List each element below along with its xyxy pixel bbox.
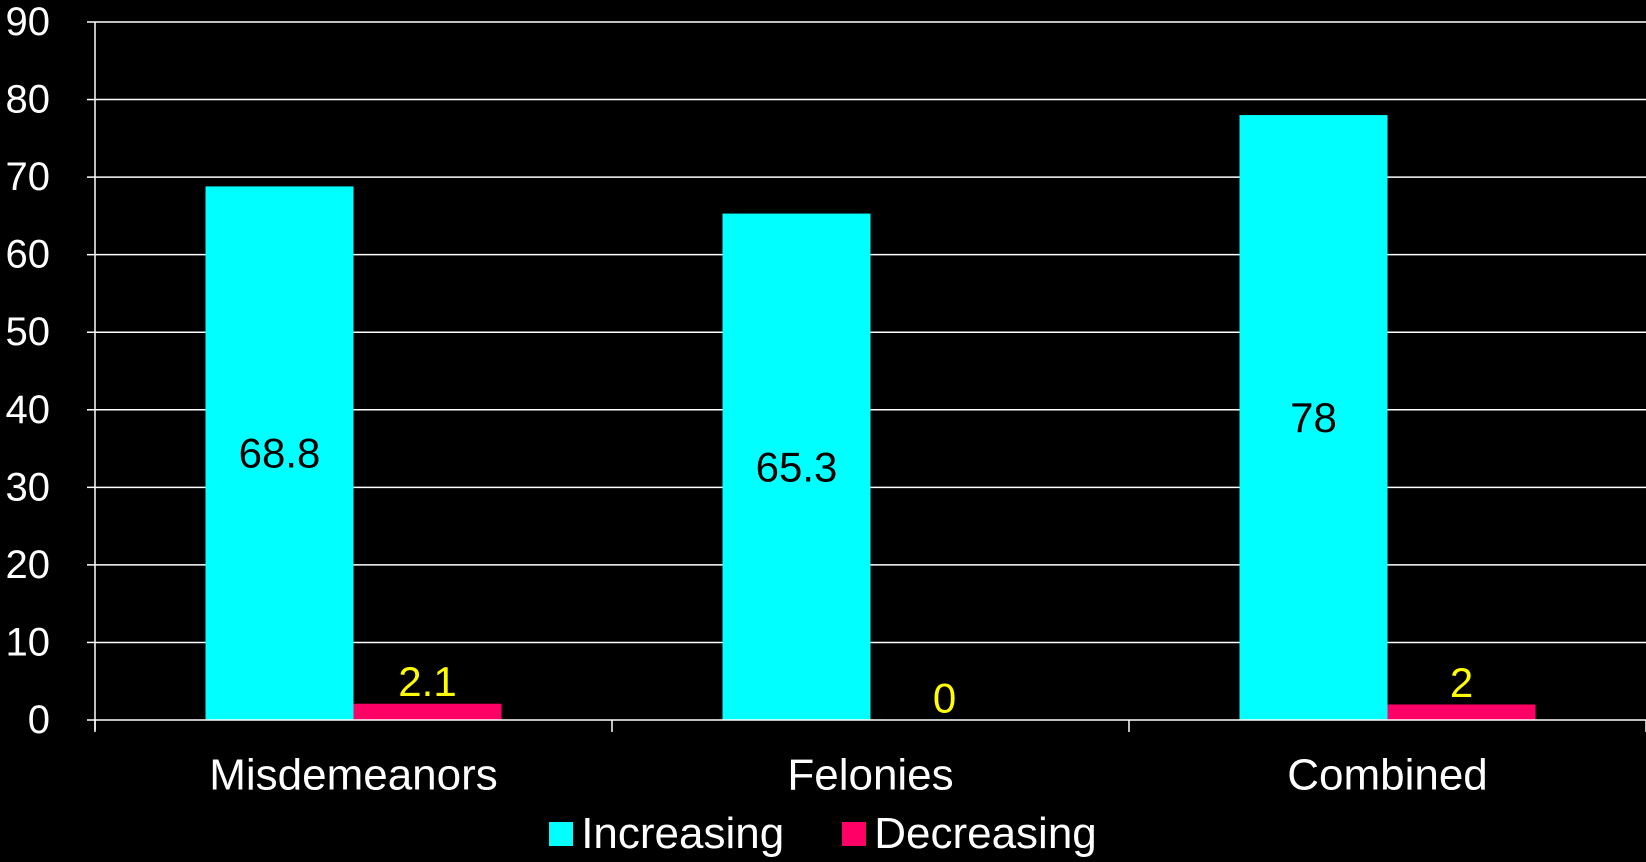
- y-tick-label: 80: [6, 78, 51, 122]
- legend-swatch-decreasing: [842, 822, 867, 846]
- x-tick-label: Combined: [1287, 751, 1488, 800]
- y-tick-label: 0: [28, 698, 50, 742]
- y-tick-label: 40: [6, 388, 51, 432]
- y-tick-label: 90: [6, 0, 51, 44]
- y-tick-label: 60: [6, 233, 51, 277]
- y-tick-label: 30: [6, 465, 51, 509]
- x-tick-label: Misdemeanors: [209, 751, 498, 800]
- y-tick-label: 20: [6, 543, 51, 587]
- legend-label-decreasing: Decreasing: [874, 809, 1097, 858]
- data-label: 2: [1450, 659, 1473, 706]
- data-label: 65.3: [756, 443, 838, 490]
- bar-decreasing-combined: [1387, 704, 1536, 720]
- data-label: 78: [1290, 394, 1337, 441]
- data-label: 0: [933, 675, 956, 722]
- legend: Increasing Decreasing: [0, 810, 1646, 858]
- y-axis-tick-labels: 0 10 20 30 40 50 60 70 80 90: [6, 0, 51, 742]
- axes: [87, 21, 1646, 732]
- x-axis-tick-labels: Misdemeanors Felonies Combined: [209, 751, 1488, 800]
- bar-decreasing-misdemeanors: [353, 703, 502, 720]
- legend-swatch-increasing: [549, 822, 574, 846]
- data-label: 2.1: [398, 658, 456, 705]
- y-tick-label: 10: [6, 620, 51, 664]
- data-labels: 68.8 2.1 65.3 0 78 2: [239, 394, 1474, 721]
- bar-increasing-misdemeanors: [205, 186, 354, 720]
- legend-item-increasing: Increasing: [549, 810, 784, 858]
- x-tick-label: Felonies: [787, 751, 953, 800]
- legend-label-increasing: Increasing: [581, 809, 785, 858]
- bar-increasing-combined: [1239, 115, 1388, 721]
- y-tick-label: 50: [6, 310, 51, 354]
- legend-item-decreasing: Decreasing: [842, 810, 1097, 858]
- data-label: 68.8: [239, 430, 321, 477]
- bar-increasing-felonies: [722, 213, 871, 720]
- bars: [205, 115, 1536, 721]
- y-tick-label: 70: [6, 155, 51, 199]
